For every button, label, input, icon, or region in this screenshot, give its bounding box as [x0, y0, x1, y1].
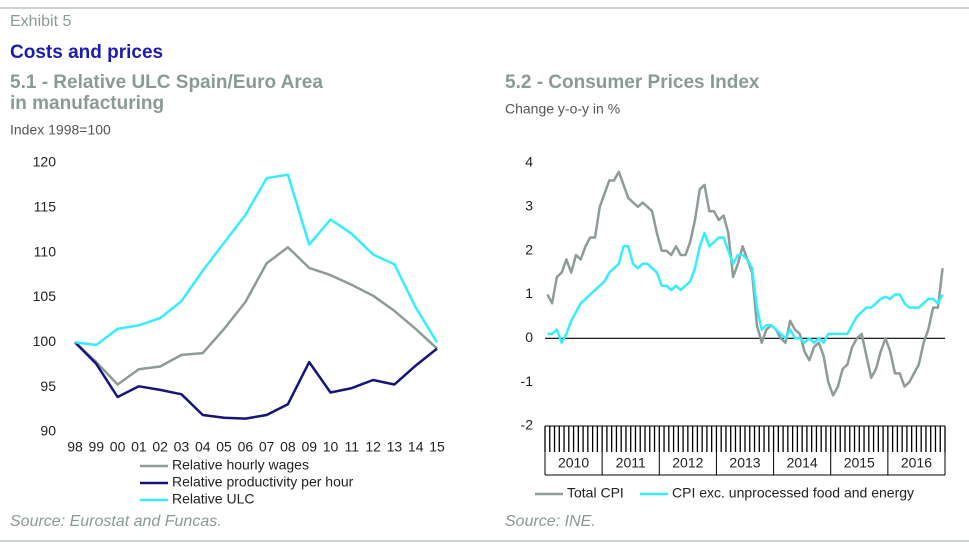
x-tick-label: 2013	[729, 455, 760, 471]
x-tick-label: 02	[152, 439, 168, 455]
series-line	[546, 170, 944, 397]
chart-title: in manufacturing	[10, 93, 164, 114]
chart-subtitle: Change y-o-y in %	[505, 101, 620, 117]
y-tick-label: 4	[525, 154, 533, 170]
chart-subtitle: Index 1998=100	[10, 122, 111, 138]
x-tick-label: 2016	[901, 455, 932, 471]
x-tick-label: 09	[301, 439, 317, 455]
heading: Costs and prices	[10, 42, 163, 63]
y-tick-label: 105	[33, 288, 57, 304]
legend-label: CPI exc. unprocessed food and energy	[672, 485, 914, 501]
x-tick-label: 06	[238, 439, 254, 455]
legend-label: Total CPI	[567, 485, 624, 501]
chart-title: 5.1 - Relative ULC Spain/Euro Area	[10, 72, 323, 93]
x-tick-label: 14	[408, 439, 424, 455]
chart-title: 5.2 - Consumer Prices Index	[505, 72, 760, 93]
exhibit-label: Exhibit 5	[10, 13, 71, 30]
x-tick-label: 03	[174, 439, 190, 455]
x-tick-label: 04	[195, 439, 211, 455]
x-tick-label: 11	[345, 439, 360, 455]
series-line	[547, 231, 944, 344]
series-line	[74, 173, 439, 347]
y-tick-label: -2	[521, 417, 534, 433]
x-tick-label: 08	[280, 439, 296, 455]
x-tick-label: 2012	[672, 455, 703, 471]
x-tick-label: 2015	[844, 455, 875, 471]
x-tick-label: 07	[259, 439, 275, 455]
y-tick-label: 0	[525, 329, 533, 345]
y-tick-label: 1	[525, 285, 533, 301]
source: Source: INE.	[505, 513, 596, 530]
x-tick-label: 12	[365, 439, 381, 455]
legend-label: Relative ULC	[172, 491, 254, 507]
y-tick-label: 100	[33, 333, 57, 349]
source: Source: Eurostat and Funcas.	[10, 513, 222, 530]
x-tick-label: 00	[110, 439, 126, 455]
x-tick-label: 2014	[787, 455, 818, 471]
series-line	[74, 341, 438, 420]
y-tick-label: 3	[525, 198, 533, 214]
y-tick-label: 115	[34, 199, 57, 215]
x-tick-label: 13	[387, 439, 403, 455]
legend-label: Relative productivity per hour	[172, 474, 354, 490]
legend-label: Relative hourly wages	[172, 457, 309, 473]
x-tick-label: 10	[323, 439, 339, 455]
y-tick-label: 90	[40, 423, 56, 439]
x-tick-label: 2010	[558, 455, 589, 471]
series-line	[74, 246, 438, 386]
x-tick-label: 05	[216, 439, 232, 455]
x-tick-label: 98	[67, 439, 83, 455]
y-tick-label: 110	[34, 243, 57, 259]
x-tick-label: 2011	[616, 455, 646, 471]
y-tick-label: 2	[525, 241, 533, 257]
y-tick-label: 95	[40, 378, 56, 394]
y-tick-label: -1	[521, 373, 534, 389]
y-tick-label: 120	[33, 154, 57, 170]
x-tick-label: 15	[429, 439, 445, 455]
x-tick-label: 01	[131, 439, 147, 455]
x-tick-label: 99	[89, 439, 105, 455]
